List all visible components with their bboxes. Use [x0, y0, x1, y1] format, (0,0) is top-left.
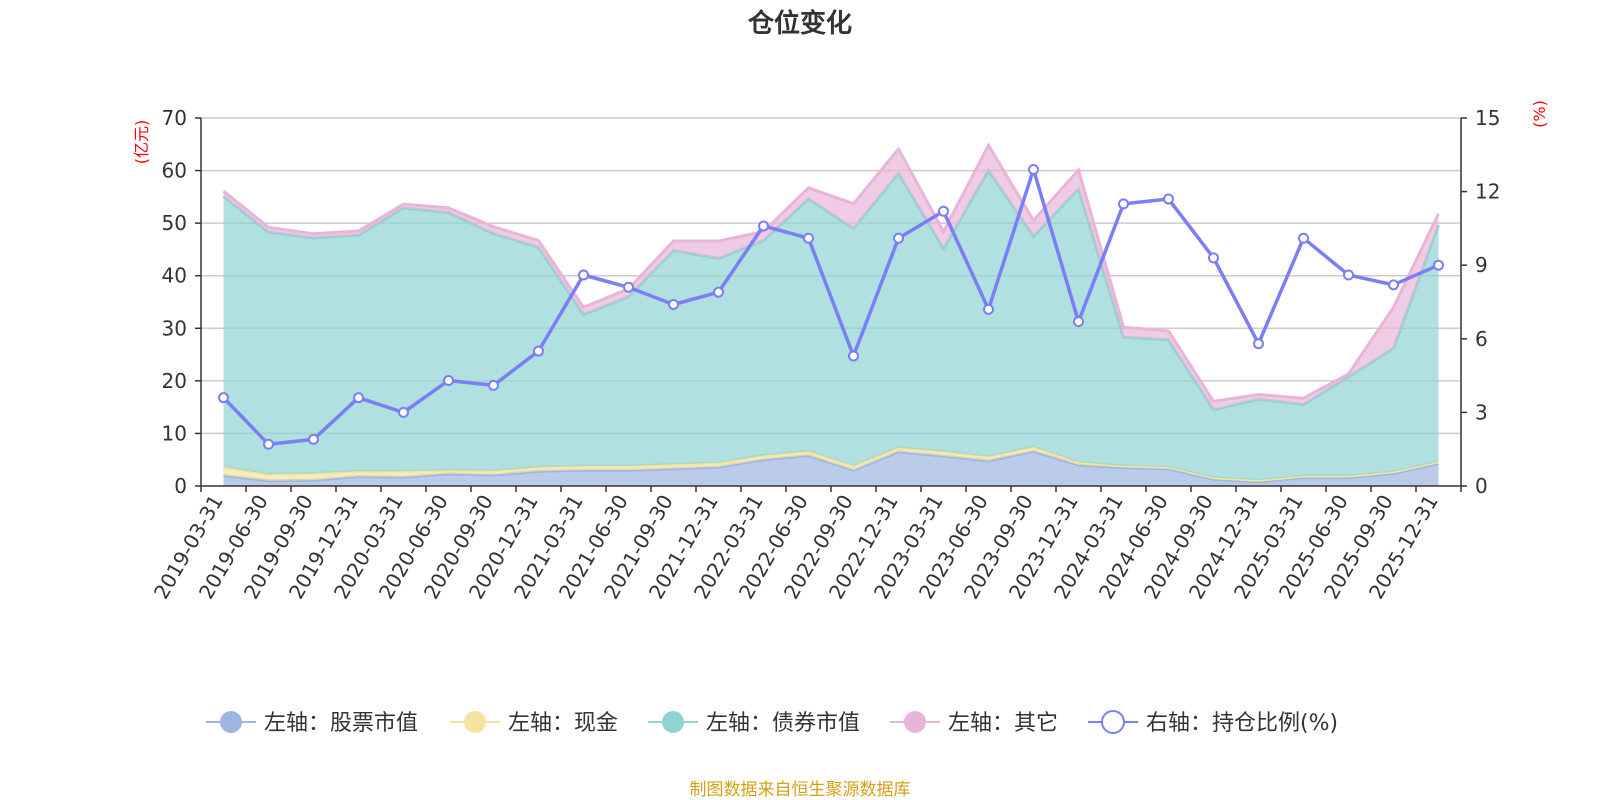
legend: 左轴：股票市值 左轴：现金 左轴：债券市值 左轴：其它 右轴：持仓比例(%): [206, 710, 1338, 736]
legend-label-3: 左轴：其它: [948, 711, 1058, 736]
legend-label-2: 左轴：债券市值: [706, 711, 860, 736]
ratio-point-5[interactable]: [443, 375, 454, 387]
chart-title: 仓位变化: [747, 8, 852, 39]
ratio-point-8[interactable]: [578, 269, 589, 281]
ratio-point-23[interactable]: [1253, 338, 1264, 350]
right-tick-label-3: 9: [1475, 253, 1488, 277]
left-tick-label-5: 50: [162, 211, 187, 235]
stacked-areas: [222, 142, 1440, 486]
left-tick-label-1: 10: [162, 421, 187, 445]
area-edge-series-3: [222, 142, 1440, 404]
legend-label-0: 左轴：股票市值: [264, 711, 418, 736]
ratio-point-15[interactable]: [893, 232, 904, 244]
ratio-point-17[interactable]: [983, 303, 994, 315]
ratio-point-19[interactable]: [1073, 316, 1084, 328]
ratio-point-9[interactable]: [623, 281, 634, 293]
position-ratio-line: [218, 164, 1444, 450]
left-tick-label-3: 30: [162, 316, 187, 340]
left-tick-label-7: 70: [162, 106, 187, 130]
right-tick-label-5: 15: [1475, 106, 1500, 130]
legend-item-1[interactable]: 左轴：现金: [450, 711, 618, 736]
ratio-point-25[interactable]: [1343, 269, 1354, 281]
ratio-point-18[interactable]: [1028, 164, 1039, 176]
legend-item-2[interactable]: 左轴：债券市值: [648, 711, 860, 736]
ratio-line-path: [222, 167, 1440, 447]
data-source-note: 制图数据来自恒生聚源数据库: [690, 780, 911, 800]
right-tick-label-0: 0: [1475, 474, 1488, 498]
ratio-point-2[interactable]: [308, 433, 319, 445]
area-series-2: [223, 170, 1439, 481]
ratio-point-11[interactable]: [713, 286, 724, 298]
ratio-point-14[interactable]: [848, 350, 859, 362]
left-tick-label-4: 40: [162, 264, 187, 288]
left-tick-label-6: 60: [162, 159, 187, 183]
legend-marker-1: [464, 711, 486, 733]
legend-item-3[interactable]: 左轴：其它: [890, 711, 1058, 736]
ratio-point-0[interactable]: [218, 392, 229, 404]
ratio-point-12[interactable]: [758, 220, 769, 232]
legend-marker-0: [220, 711, 242, 733]
ratio-point-6[interactable]: [488, 379, 499, 391]
right-tick-label-1: 3: [1475, 400, 1488, 424]
ratio-point-21[interactable]: [1163, 193, 1174, 205]
legend-item-4[interactable]: 右轴：持仓比例(%): [1088, 710, 1338, 736]
ratio-point-7[interactable]: [533, 345, 544, 357]
ratio-point-27[interactable]: [1433, 259, 1444, 271]
area-series-0: [223, 451, 1439, 486]
legend-marker-2: [662, 711, 684, 733]
left-tick-label-2: 20: [162, 369, 187, 393]
legend-marker-3: [904, 711, 926, 733]
legend-label-1: 左轴：现金: [508, 711, 618, 736]
right-axis-unit: (%): [1530, 100, 1549, 128]
ratio-point-16[interactable]: [938, 205, 949, 217]
ratio-point-20[interactable]: [1118, 198, 1129, 210]
right-tick-label-2: 6: [1475, 327, 1488, 351]
ratio-point-3[interactable]: [353, 392, 364, 404]
ratio-point-26[interactable]: [1388, 279, 1399, 291]
ratio-point-1[interactable]: [263, 438, 274, 450]
ratio-point-13[interactable]: [803, 232, 814, 244]
legend-marker-4: [1101, 710, 1125, 734]
area-series-3: [223, 145, 1439, 410]
legend-item-0[interactable]: 左轴：股票市值: [206, 711, 418, 736]
left-tick-label-0: 0: [174, 474, 187, 498]
ratio-point-4[interactable]: [398, 406, 409, 418]
ratio-point-24[interactable]: [1298, 232, 1309, 244]
right-tick-label-4: 12: [1475, 180, 1500, 204]
legend-label-4: 右轴：持仓比例(%): [1146, 711, 1338, 736]
left-axis-unit: (亿元): [132, 120, 151, 165]
ratio-point-10[interactable]: [668, 298, 679, 310]
ratio-point-22[interactable]: [1208, 252, 1219, 264]
